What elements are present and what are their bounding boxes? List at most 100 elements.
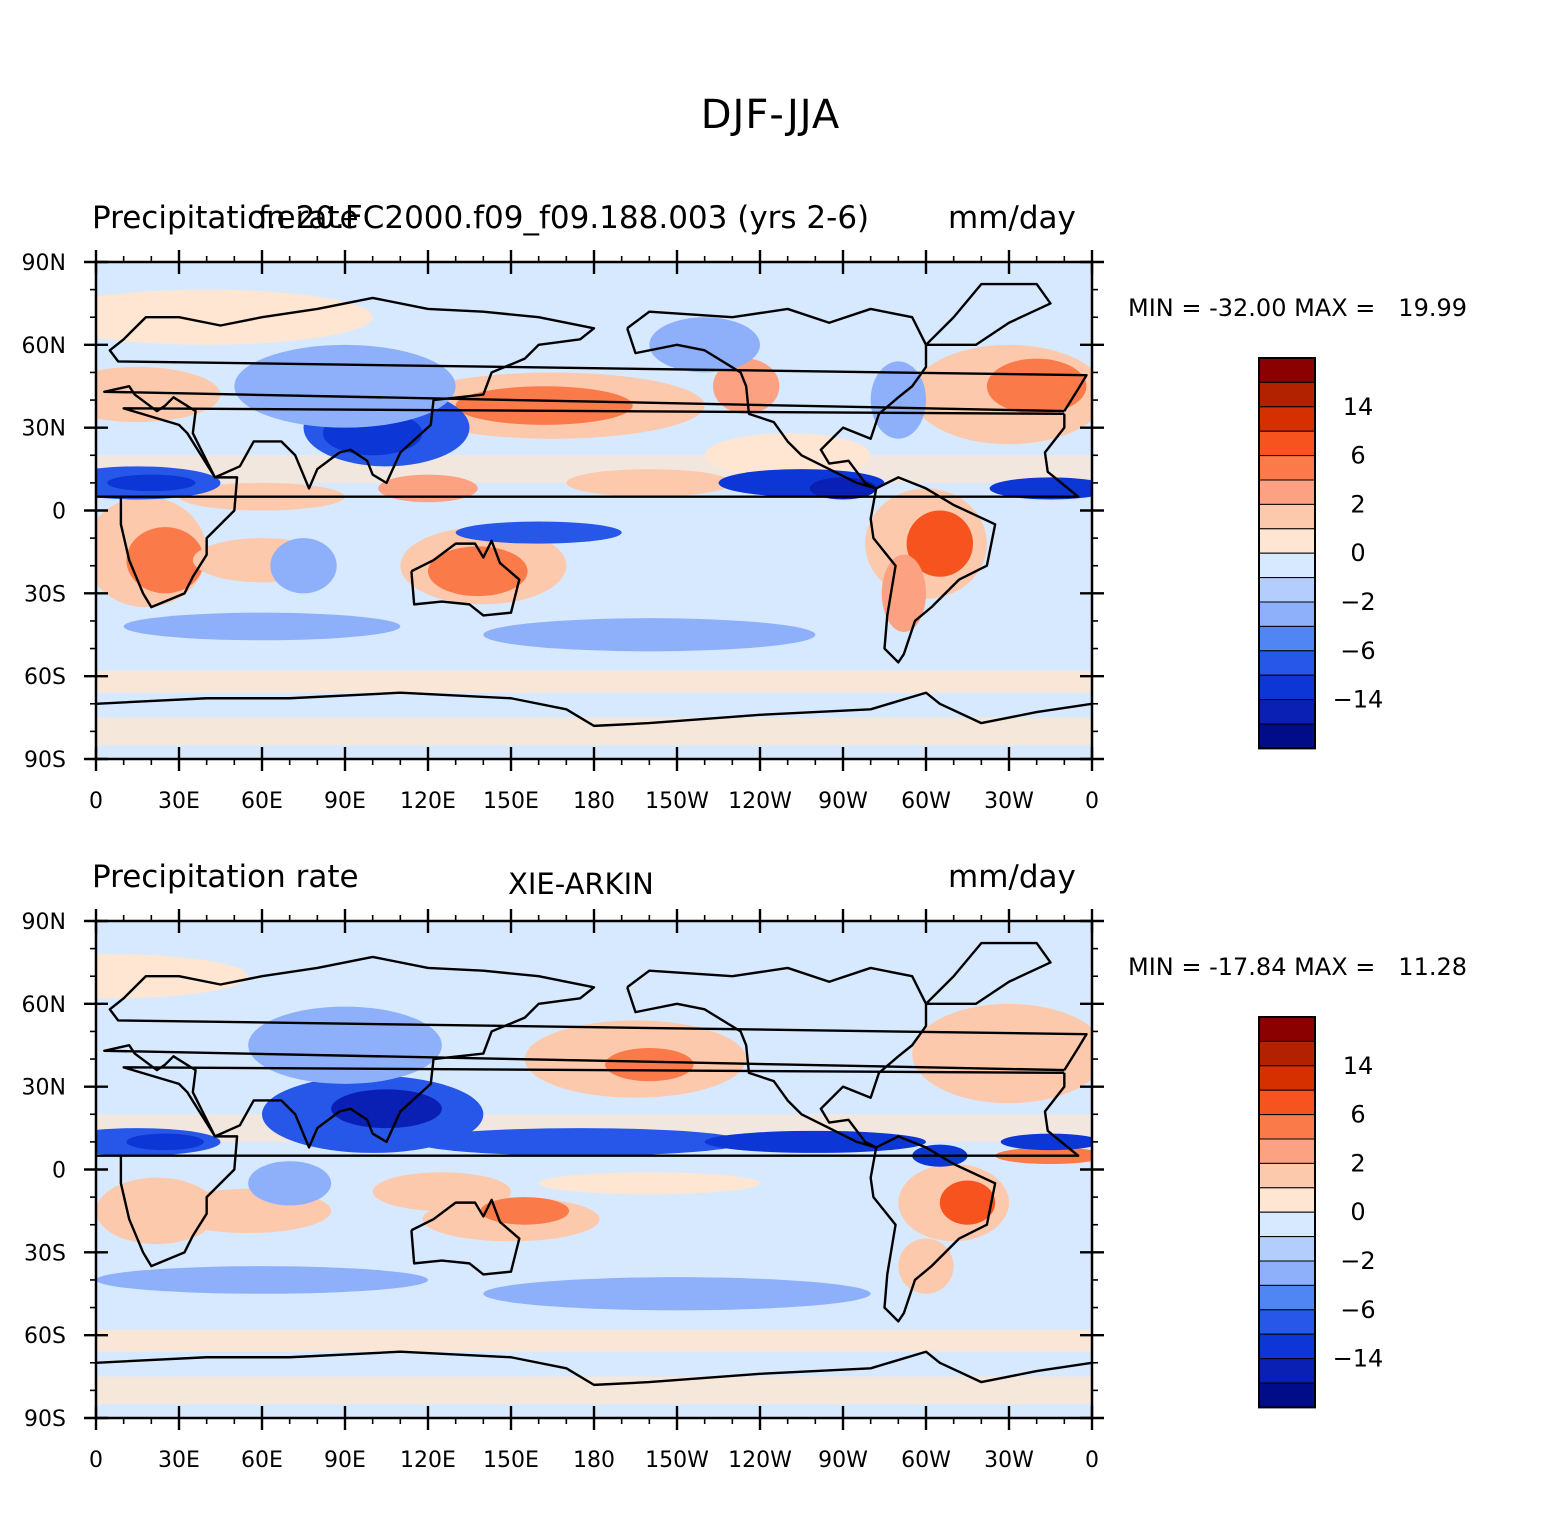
lat-label: 0 [52, 500, 66, 525]
coastline [96, 1350, 1092, 1387]
lon-label: 60W [901, 1448, 951, 1473]
colorbar-box [1258, 479, 1316, 505]
colorbar-box [1258, 503, 1316, 530]
coastline [410, 1198, 521, 1276]
colorbar-label: −14 [1333, 1345, 1384, 1373]
anomaly-region [704, 433, 871, 478]
anomaly-region [414, 1128, 747, 1156]
lon-label: 120E [400, 789, 456, 814]
colorbar-label: 14 [1343, 1052, 1374, 1080]
colorbar-box [1258, 1114, 1316, 1140]
colorbar-box [1258, 430, 1316, 457]
anomaly-region [455, 386, 633, 425]
min-max-readout: MIN = -32.00 MAX = 19.99 [1128, 294, 1467, 322]
lon-label: 60W [901, 789, 951, 814]
colorbar-label: −2 [1340, 588, 1375, 616]
colorbar: 14 6 2 0 −2 −6 −14 [1258, 357, 1384, 750]
panel-left-title: Precipitation rate [92, 859, 359, 895]
map-panel-model: Precipitation rate f.e20.FC2000.f09_f09.… [0, 0, 1541, 814]
lon-label: 90W [818, 1448, 868, 1473]
colorbar-box [1258, 1333, 1316, 1360]
lon-label: 120E [400, 1448, 456, 1473]
panel-center-title: f.e20.FC2000.f09_f09.188.003 (yrs 2-6) [258, 200, 870, 236]
colorbar-box [1258, 528, 1316, 554]
anomaly-region [483, 1277, 871, 1311]
anomaly-region [881, 554, 926, 632]
colorbar-label: 2 [1350, 1149, 1365, 1177]
lat-label: 90N [22, 251, 66, 276]
colorbar-frame [1258, 1016, 1316, 1409]
lon-label: 0 [89, 789, 103, 814]
colorbar-box [1258, 1358, 1316, 1384]
colorbar-box [1258, 1187, 1316, 1213]
lat-label: 90S [24, 748, 66, 773]
lat-label: 30S [24, 1241, 66, 1266]
colorbar-label: −6 [1340, 1296, 1375, 1324]
colorbar-box [1258, 552, 1316, 579]
anomaly-region [912, 1003, 1092, 1104]
panel-left-title: Precipitation rate [92, 200, 359, 236]
lon-label: 60E [241, 789, 283, 814]
figure-title: DJF-JJA [700, 92, 841, 138]
anomaly-region [107, 474, 196, 492]
lon-label: 180 [573, 1448, 615, 1473]
colorbar-label: 6 [1350, 1101, 1365, 1129]
coastline [96, 1066, 1080, 1268]
colorbar-box [1258, 625, 1316, 652]
coastline [410, 539, 521, 617]
lon-label: 30W [984, 789, 1034, 814]
colorbar-box [1258, 674, 1316, 701]
colorbar-label: 14 [1343, 393, 1374, 421]
lon-label: 150W [645, 789, 709, 814]
lat-label: 90S [24, 1407, 66, 1432]
lat-label: 30N [22, 417, 66, 442]
map-panel-obs: Precipitation rate XIE-ARKIN mm/day MIN … [0, 659, 1541, 1473]
coastline [869, 476, 997, 664]
colorbar-label: 2 [1350, 490, 1365, 518]
lon-label: 90E [324, 789, 366, 814]
anomaly-region [248, 1006, 442, 1084]
lon-label: 0 [1085, 1448, 1099, 1473]
lon-label: 120W [728, 1448, 792, 1473]
colorbar-box [1258, 601, 1316, 627]
colorbar-box [1258, 1211, 1316, 1238]
colorbar-box [1258, 455, 1316, 481]
colorbar-label: −2 [1340, 1247, 1375, 1275]
min-max-readout: MIN = -17.84 MAX = 11.28 [1128, 953, 1467, 981]
colorbar-box [1258, 357, 1316, 383]
precip-difference-map: 90N 60N 30N 0 30S 60S 90S 0 30E 60E 90E 120E 150E 180… [22, 250, 1104, 814]
lat-label: 60N [22, 993, 66, 1018]
anomaly-region [480, 1197, 570, 1225]
lon-label: 150E [483, 1448, 539, 1473]
lon-label: 0 [89, 1448, 103, 1473]
colorbar-box [1258, 1260, 1316, 1286]
colorbar-box [1258, 1065, 1316, 1091]
colorbar-box [1258, 381, 1316, 408]
colorbar: 14 6 2 0 −2 −6 −14 [1258, 1016, 1384, 1409]
anomaly-region [898, 1238, 954, 1294]
anomaly-region [989, 477, 1092, 500]
lat-label: 60S [24, 1324, 66, 1349]
coastline [96, 407, 1080, 609]
colorbar-label: −6 [1340, 637, 1375, 665]
lat-label: 90N [22, 910, 66, 935]
colorbar-box [1258, 1162, 1316, 1189]
lat-label: 0 [52, 1159, 66, 1184]
lat-label: 30N [22, 1076, 66, 1101]
colorbar-box [1258, 577, 1316, 603]
anomaly-region [126, 527, 204, 594]
coastline [925, 282, 1052, 347]
colorbar-label: −14 [1333, 686, 1384, 714]
lon-label: 90W [818, 789, 868, 814]
anomaly-region [126, 1133, 204, 1151]
lon-label: 60E [241, 1448, 283, 1473]
colorbar-box [1258, 1284, 1316, 1311]
anomaly-region [96, 1266, 428, 1294]
colorbar-box [1258, 1309, 1316, 1335]
colorbar-box [1258, 1016, 1316, 1042]
lon-label: 150E [483, 789, 539, 814]
colorbar-frame [1258, 357, 1316, 750]
anomaly-region [428, 546, 528, 597]
colorbar-box [1258, 1089, 1316, 1116]
anomaly-region [1000, 1133, 1092, 1151]
